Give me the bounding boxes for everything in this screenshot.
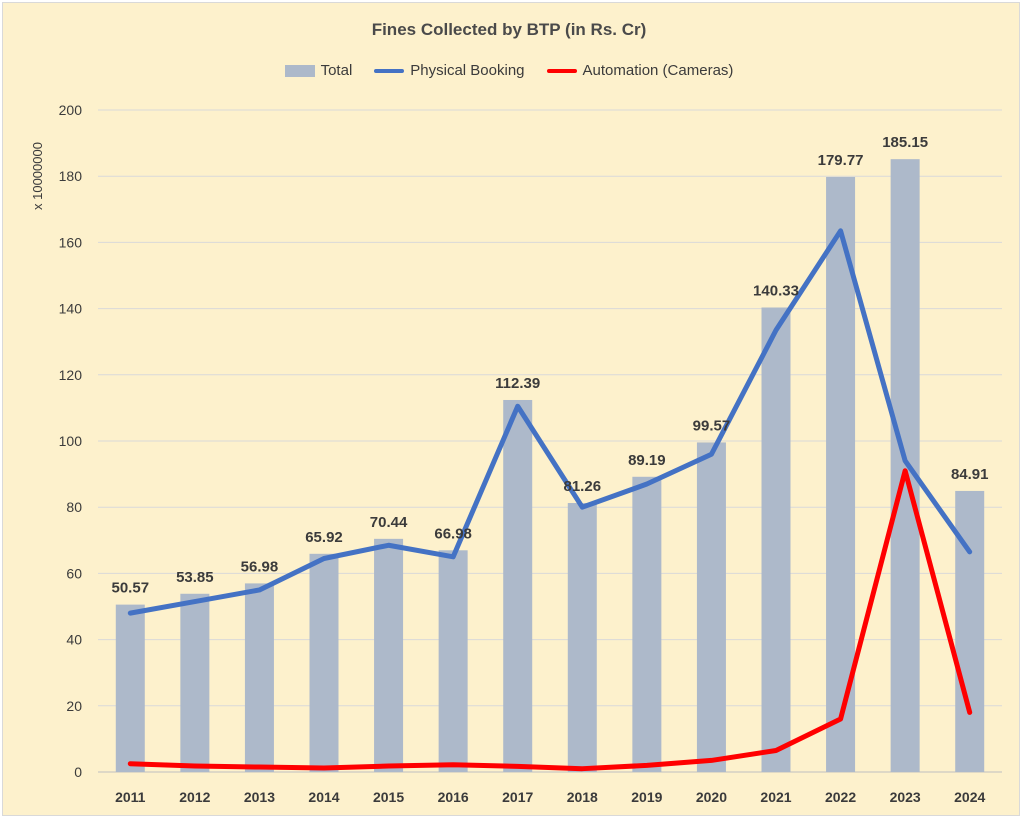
legend-label-physical-booking: Physical Booking [410,62,525,79]
bar-total [696,442,726,772]
chart-title: Fines Collected by BTP (in Rs. Cr) [371,20,647,39]
y-tick-label: 200 [59,102,83,118]
bar-total [632,476,662,772]
data-label-total: 179.77 [818,152,864,169]
x-tick-label: 2011 [115,789,146,805]
data-label-total: 65.92 [305,529,343,546]
bar-total [761,307,791,772]
bar-total [244,583,274,772]
bar-total [890,159,920,772]
legend-item-automation: Automation (Cameras) [546,62,734,79]
x-tick-label: 2017 [502,789,533,805]
y-tick-label: 160 [59,234,83,250]
x-tick-label: 2024 [954,789,985,805]
x-tick-label: 2015 [373,789,404,805]
bar-total [115,604,145,772]
x-tick-label: 2022 [825,789,856,805]
y-tick-label: 20 [66,698,82,714]
line-automation [127,468,973,772]
bar-total [503,399,533,772]
data-label-total: 89.19 [628,452,666,469]
data-label-total: 53.85 [176,569,214,586]
y-tick-label: 40 [66,632,82,648]
bar-total [309,553,339,772]
legend-label-total: Total [320,62,353,79]
data-label-total: 81.26 [564,478,602,495]
chart-legend: Total Physical Booking Automation (Camer… [0,62,1018,79]
legend-swatch-total [284,64,315,77]
x-tick-label: 2012 [179,789,210,805]
x-tick-label: 2020 [696,789,727,805]
y-tick-label: 100 [59,433,83,449]
legend-swatch-automation [546,68,577,73]
bar-total [180,593,210,772]
x-tick-label: 2019 [631,789,662,805]
data-label-total: 50.57 [112,580,150,597]
legend-label-automation: Automation (Cameras) [582,62,734,79]
data-label-total: 99.57 [693,417,731,434]
bar-total [567,503,597,772]
legend-swatch-physical-booking [374,68,405,73]
data-label-total: 185.15 [882,134,928,151]
data-label-total: 56.98 [241,558,279,575]
bar-total [438,550,468,772]
bar-total [374,538,404,772]
line-physical-booking [127,228,973,616]
x-tick-label: 2014 [308,789,339,805]
data-label-total: 112.39 [495,375,540,392]
x-tick-label: 2021 [760,789,791,805]
y-tick-label: 60 [66,565,82,581]
data-label-total: 66.98 [434,525,472,542]
bar-total [955,490,985,772]
data-label-total: 70.44 [370,514,408,531]
x-tick-label: 2013 [244,789,275,805]
y-tick-label: 0 [74,764,82,780]
y-tick-label: 120 [59,367,83,383]
data-label-total: 140.33 [753,283,799,300]
legend-item-physical-booking: Physical Booking [374,62,525,79]
y-tick-label: 80 [66,499,82,515]
x-tick-label: 2023 [890,789,921,805]
x-tick-label: 2016 [438,789,469,805]
y-tick-label: 180 [59,168,83,184]
x-tick-label: 2018 [567,789,598,805]
data-label-total: 84.91 [951,466,989,483]
legend-item-total: Total [284,62,353,79]
y-tick-label: 140 [59,301,83,317]
